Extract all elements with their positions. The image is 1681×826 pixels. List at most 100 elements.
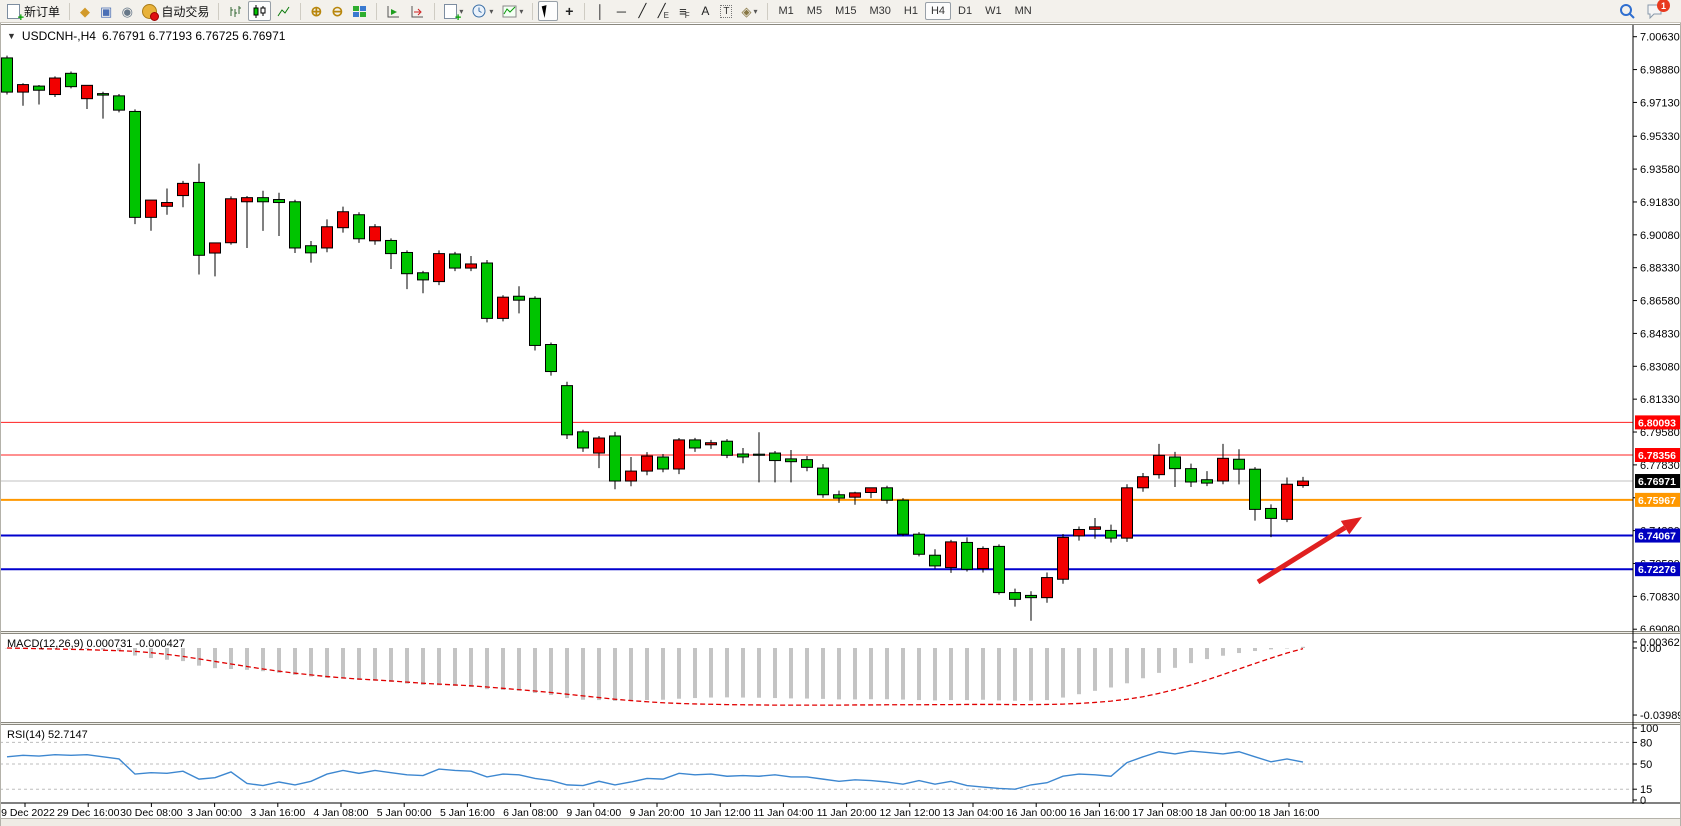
macd-histogram-bar bbox=[485, 648, 489, 690]
time-label[interactable]: 13 Jan 04:00 bbox=[943, 807, 1004, 819]
time-label[interactable]: 29 Dec 2022 bbox=[0, 807, 55, 819]
macd-histogram-bar bbox=[949, 648, 953, 701]
trendline-button[interactable]: ╱ bbox=[632, 1, 652, 21]
horizontal-line-button[interactable]: ─ bbox=[611, 1, 631, 21]
time-label[interactable]: 4 Jan 08:00 bbox=[314, 807, 369, 819]
templates-button[interactable] bbox=[440, 1, 467, 24]
tab-m1[interactable]: M1 bbox=[773, 2, 800, 20]
macd-histogram-bar bbox=[693, 648, 697, 699]
candle-body bbox=[337, 211, 349, 229]
tab-d1[interactable]: D1 bbox=[952, 2, 978, 20]
chat-button[interactable]: 1 bbox=[1646, 0, 1670, 19]
rsi-tick-label: 50 bbox=[1640, 759, 1652, 771]
zoom-out-button[interactable]: ⊖ bbox=[327, 1, 347, 21]
time-label[interactable]: 16 Jan 00:00 bbox=[1006, 807, 1067, 819]
price-tick-label: 6.83080 bbox=[1640, 361, 1680, 373]
cursor-icon bbox=[542, 3, 555, 19]
macd-histogram-bar bbox=[997, 648, 1001, 701]
macd-histogram-bar bbox=[389, 648, 393, 682]
bar-chart-button[interactable] bbox=[224, 1, 247, 21]
macd-histogram-bar bbox=[821, 648, 825, 699]
macd-histogram-bar bbox=[1045, 648, 1049, 701]
time-label[interactable]: 6 Jan 08:00 bbox=[503, 807, 558, 819]
time-label[interactable]: 9 Jan 04:00 bbox=[566, 807, 621, 819]
time-label[interactable]: 16 Jan 16:00 bbox=[1069, 807, 1130, 819]
shapes-button[interactable]: ◈ bbox=[737, 1, 761, 21]
toolbar: 新订单 ◆ ▣ ◉ 自动交易 ⊕ ⊖ + │ ─ ╱ ╱E ≡F A T ◈ bbox=[0, 0, 1681, 24]
text-button[interactable]: A bbox=[695, 1, 715, 21]
time-label[interactable]: 10 Jan 12:00 bbox=[690, 807, 751, 819]
new-order-button[interactable]: 新订单 bbox=[3, 1, 64, 24]
candle-body bbox=[1153, 454, 1165, 476]
candle-body bbox=[1249, 468, 1261, 510]
trend-arrow[interactable] bbox=[1256, 525, 1347, 585]
tab-mn[interactable]: MN bbox=[1009, 2, 1038, 20]
market-watch-button[interactable]: ◆ bbox=[75, 1, 95, 21]
tab-h1[interactable]: H1 bbox=[898, 2, 924, 20]
macd-histogram-bar bbox=[565, 648, 569, 699]
candle-body bbox=[1297, 480, 1309, 487]
tile-windows-icon bbox=[353, 5, 367, 17]
trend-arrow-head[interactable] bbox=[1340, 517, 1362, 535]
channel-button[interactable]: ╱ E bbox=[653, 1, 673, 21]
candle-body bbox=[369, 226, 381, 242]
fibonacci-button[interactable]: ≡ F bbox=[674, 1, 694, 21]
macd-histogram-bar bbox=[1285, 648, 1289, 649]
ohlc-collapse-icon[interactable]: ▼ bbox=[7, 31, 16, 41]
candle-body bbox=[289, 201, 301, 249]
pane-separator[interactable] bbox=[0, 631, 1681, 634]
time-label[interactable]: 18 Jan 00:00 bbox=[1195, 807, 1256, 819]
period-button[interactable] bbox=[468, 1, 497, 21]
time-label[interactable]: 29 Dec 16:00 bbox=[57, 807, 120, 819]
broadcast-button[interactable]: ◉ bbox=[117, 1, 137, 21]
time-label[interactable]: 30 Dec 08:00 bbox=[120, 807, 183, 819]
tile-windows-button[interactable] bbox=[348, 1, 371, 21]
time-label[interactable]: 5 Jan 16:00 bbox=[440, 807, 495, 819]
separator bbox=[532, 2, 534, 20]
price-chart[interactable]: 7.00630 6.98880 6.97130 6.95330 6.93580 6.918… bbox=[0, 23, 1681, 826]
candle-body bbox=[881, 487, 893, 501]
zoom-in-button[interactable]: ⊕ bbox=[306, 1, 326, 21]
candle-body bbox=[321, 226, 333, 249]
vertical-line-button[interactable]: │ bbox=[590, 1, 610, 21]
macd-histogram-bar bbox=[261, 648, 265, 672]
time-label[interactable]: 9 Jan 20:00 bbox=[630, 807, 685, 819]
macd-histogram-bar bbox=[197, 648, 201, 666]
time-label[interactable]: 3 Jan 16:00 bbox=[250, 807, 305, 819]
auto-scroll-button[interactable] bbox=[382, 1, 405, 21]
macd-histogram-bar bbox=[629, 648, 633, 701]
time-label[interactable]: 12 Jan 12:00 bbox=[879, 807, 940, 819]
pane-separator[interactable] bbox=[0, 722, 1681, 725]
time-label[interactable]: 11 Jan 20:00 bbox=[817, 807, 877, 819]
tab-h4[interactable]: H4 bbox=[924, 2, 951, 20]
notification-badge: 1 bbox=[1657, 0, 1670, 12]
shapes-icon: ◈ bbox=[741, 3, 752, 19]
crosshair-button[interactable]: + bbox=[559, 1, 579, 21]
time-label[interactable]: 11 Jan 04:00 bbox=[753, 807, 813, 819]
price-tick-label: 6.86580 bbox=[1640, 296, 1680, 308]
label-button[interactable]: T bbox=[716, 1, 736, 21]
tab-m30[interactable]: M30 bbox=[863, 2, 896, 20]
price-level-badge bbox=[1635, 528, 1681, 543]
time-label[interactable]: 3 Jan 00:00 bbox=[187, 807, 242, 819]
tab-m15[interactable]: M15 bbox=[829, 2, 862, 20]
line-chart-button[interactable] bbox=[272, 1, 295, 21]
search-icon[interactable] bbox=[1619, 3, 1636, 20]
candle-body bbox=[177, 182, 189, 197]
chart-window-button[interactable]: ▣ bbox=[96, 1, 116, 21]
cursor-button[interactable] bbox=[538, 1, 559, 21]
tab-m5[interactable]: M5 bbox=[801, 2, 828, 20]
time-label[interactable]: 18 Jan 16:00 bbox=[1259, 807, 1320, 819]
tab-w1[interactable]: W1 bbox=[979, 2, 1008, 20]
chart-shift-button[interactable] bbox=[406, 1, 429, 21]
macd-histogram-bar bbox=[1125, 648, 1129, 684]
candle-body bbox=[513, 295, 525, 301]
time-label[interactable]: 5 Jan 00:00 bbox=[377, 807, 432, 819]
macd-histogram-bar bbox=[1013, 648, 1017, 701]
time-label[interactable]: 17 Jan 08:00 bbox=[1132, 807, 1193, 819]
candle-body bbox=[753, 453, 765, 456]
candlestick-chart-button[interactable] bbox=[248, 1, 272, 21]
price-tick-label: 6.97130 bbox=[1640, 97, 1680, 109]
indicators-button[interactable] bbox=[498, 1, 527, 21]
auto-trading-button[interactable]: 自动交易 bbox=[138, 1, 213, 21]
